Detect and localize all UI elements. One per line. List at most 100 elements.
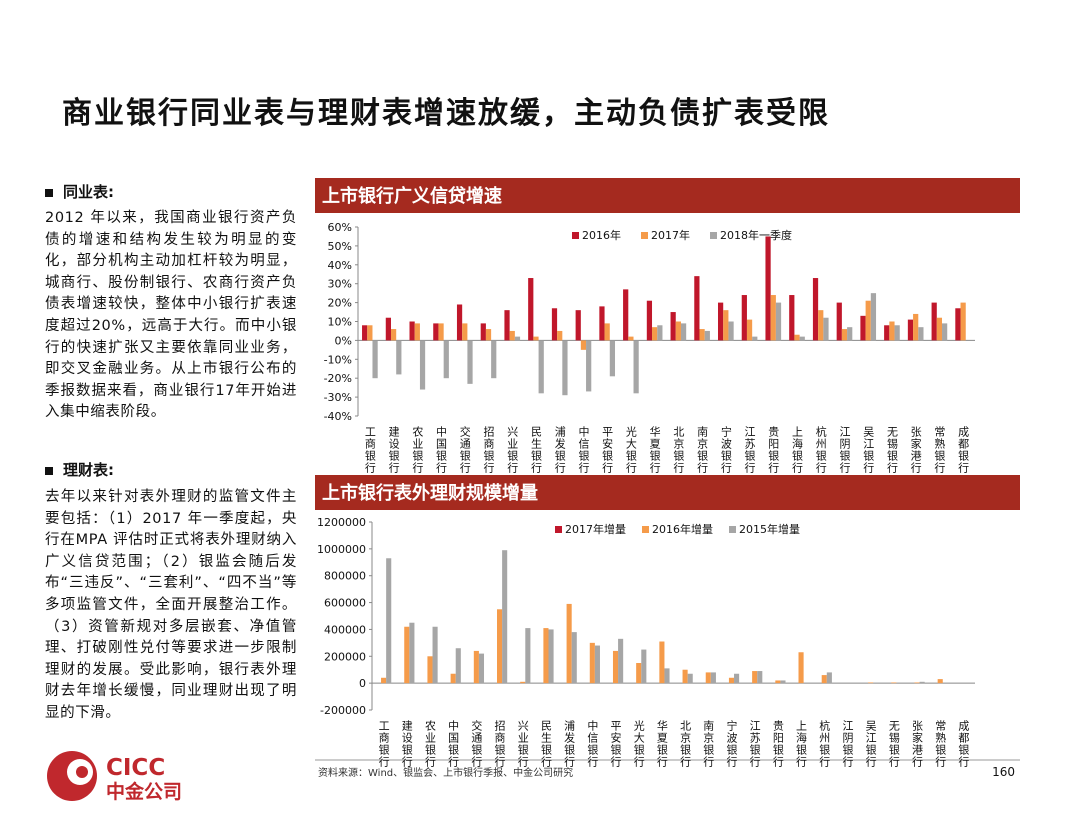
legend-swatch [729, 526, 736, 533]
bullet [45, 466, 53, 475]
section-heading: 同业表: [63, 183, 114, 201]
bar [682, 669, 688, 684]
bar [659, 641, 665, 684]
bar [823, 317, 829, 341]
bar [636, 663, 642, 684]
y-tick-label: 30% [328, 278, 352, 291]
bar [589, 642, 595, 684]
x-tick-label: 农业银行 [423, 719, 436, 768]
bar [480, 323, 486, 341]
logo-text: CICC [106, 755, 165, 781]
bar [372, 340, 378, 379]
bar [419, 340, 426, 390]
bar [491, 340, 497, 379]
legend-swatch [642, 526, 649, 533]
x-tick-label: 交通银行 [470, 719, 483, 768]
x-tick-label: 平安银行 [601, 426, 614, 474]
x-tick-label: 光大银行 [624, 425, 637, 474]
bar [680, 323, 687, 341]
bar [427, 656, 433, 684]
x-tick-label: 华夏银行 [648, 425, 661, 474]
bar [746, 319, 753, 341]
bar [931, 302, 937, 341]
x-tick-label: 华夏银行 [655, 719, 668, 768]
y-tick-label: 0 [359, 677, 366, 690]
bar [728, 677, 735, 684]
x-tick-label: 中国银行 [435, 426, 448, 474]
bar [960, 302, 966, 341]
y-tick-label: 20% [328, 297, 352, 310]
x-tick-label: 成都银行 [957, 426, 970, 474]
bar [609, 340, 616, 377]
x-tick-label: 工商银行 [363, 426, 376, 474]
bar [799, 336, 805, 341]
bar [704, 330, 710, 341]
x-tick-label: 贵阳银行 [767, 426, 780, 474]
bar [821, 675, 827, 684]
x-tick-label: 张家港行 [909, 426, 922, 474]
bar [865, 300, 871, 341]
bar [390, 329, 397, 341]
x-tick-label: 吴江银行 [864, 720, 877, 768]
section-body: 2012 年以来，我国商业银行资产负债的增速和结构发生较为明显的变化，部分机构主… [45, 210, 297, 421]
bar [717, 302, 724, 341]
bar [450, 673, 456, 684]
x-tick-label: 江苏银行 [743, 426, 756, 474]
y-tick-label: 1200000 [317, 516, 366, 529]
y-tick-label: -10% [324, 353, 352, 366]
bar [594, 645, 600, 684]
legend-swatch [641, 232, 648, 239]
bar [812, 278, 819, 341]
bar [438, 323, 444, 341]
x-tick-label: 民生银行 [539, 720, 552, 768]
bar [870, 293, 877, 341]
bar [618, 638, 624, 684]
x-tick-label: 江阴银行 [841, 720, 854, 768]
x-tick-label: 招商银行 [482, 425, 495, 474]
bar [741, 295, 747, 341]
bar [752, 336, 758, 341]
bar [580, 340, 587, 350]
source-note: 资料来源：Wind、银监会、上市银行季报、中金公司研究 [318, 766, 573, 779]
bar [509, 330, 515, 341]
y-tick-label: 60% [328, 221, 352, 234]
y-tick-label: 50% [328, 240, 352, 253]
bar [623, 289, 629, 341]
bar [907, 319, 914, 341]
bar [485, 329, 492, 341]
bar [936, 317, 943, 341]
bar [752, 671, 758, 684]
x-tick-label: 成都银行 [957, 720, 970, 768]
bar [818, 310, 824, 341]
bar [566, 603, 572, 684]
y-tick-label: -30% [324, 391, 352, 404]
bar [942, 323, 948, 341]
bar [913, 313, 919, 341]
legend-label: 2017年 [651, 228, 690, 242]
bar [551, 308, 558, 341]
legend-swatch [555, 526, 562, 533]
bar [919, 681, 925, 684]
chart-title: 上市银行表外理财规模增量 [322, 482, 538, 504]
x-tick-label: 江阴银行 [838, 426, 851, 474]
x-tick-label: 光大银行 [632, 719, 645, 768]
bar [514, 336, 521, 341]
bar [586, 340, 592, 392]
logo-mark [76, 766, 88, 778]
chart-banner [315, 178, 1020, 213]
bar [765, 236, 771, 341]
x-tick-label: 常熟银行 [933, 426, 946, 474]
legend-label: 2018年一季度 [720, 228, 792, 242]
x-tick-label: 交通银行 [458, 425, 471, 474]
y-tick-label: -200000 [320, 704, 366, 717]
bar [652, 327, 658, 341]
bar [612, 650, 619, 684]
bar [723, 310, 729, 341]
section-heading-wrap: 同业表: [45, 181, 114, 202]
x-tick-label: 宁波银行 [725, 719, 738, 768]
bar [780, 680, 786, 684]
bar [362, 325, 368, 341]
bar [386, 558, 392, 684]
bar [456, 304, 463, 341]
